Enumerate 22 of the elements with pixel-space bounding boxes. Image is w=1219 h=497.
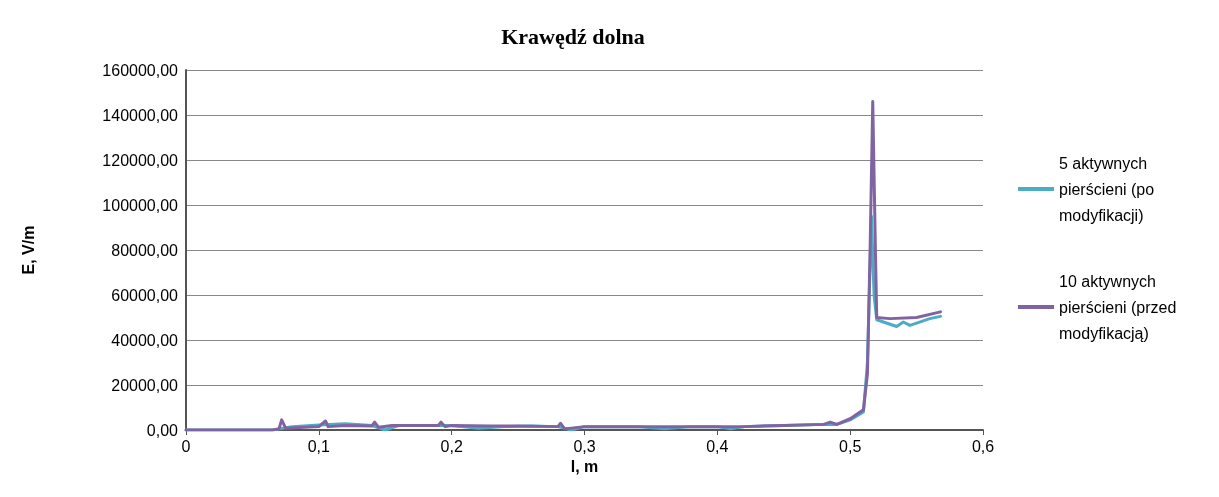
legend-label: 5 aktywnych pierścieni (po modyfikacji) bbox=[1059, 154, 1159, 224]
x-tick-label: 0,2 bbox=[440, 437, 463, 455]
x-tick-label: 0 bbox=[181, 437, 191, 455]
legend-label: 10 aktywnych pierścieni (przed modyfikacją) bbox=[1059, 272, 1181, 342]
y-tick-label: 40000,00 bbox=[111, 331, 179, 349]
x-tick-label: 0,4 bbox=[706, 437, 729, 455]
x-tick-label: 0,6 bbox=[971, 437, 995, 455]
y-tick-label: 100000,00 bbox=[102, 196, 179, 214]
y-tick-label: 80000,00 bbox=[111, 241, 179, 259]
y-tick-label: 140000,00 bbox=[102, 106, 179, 124]
y-axis-title: E, V/m bbox=[19, 225, 37, 275]
x-tick-label: 0,3 bbox=[573, 437, 596, 455]
x-tick-label: 0,1 bbox=[307, 437, 331, 455]
y-tick-label: 160000,00 bbox=[102, 61, 179, 79]
line-series bbox=[184, 100, 942, 432]
y-tick-label: 20000,00 bbox=[111, 376, 179, 394]
x-tick-label: 0,5 bbox=[839, 437, 862, 455]
y-tick-label: 60000,00 bbox=[111, 286, 179, 304]
y-tick-label: 120000,00 bbox=[102, 151, 179, 169]
x-axis-title: l, m bbox=[570, 458, 599, 476]
y-tick-label: 0,00 bbox=[146, 421, 179, 439]
chart-title: Krawędź dolna bbox=[501, 23, 645, 49]
